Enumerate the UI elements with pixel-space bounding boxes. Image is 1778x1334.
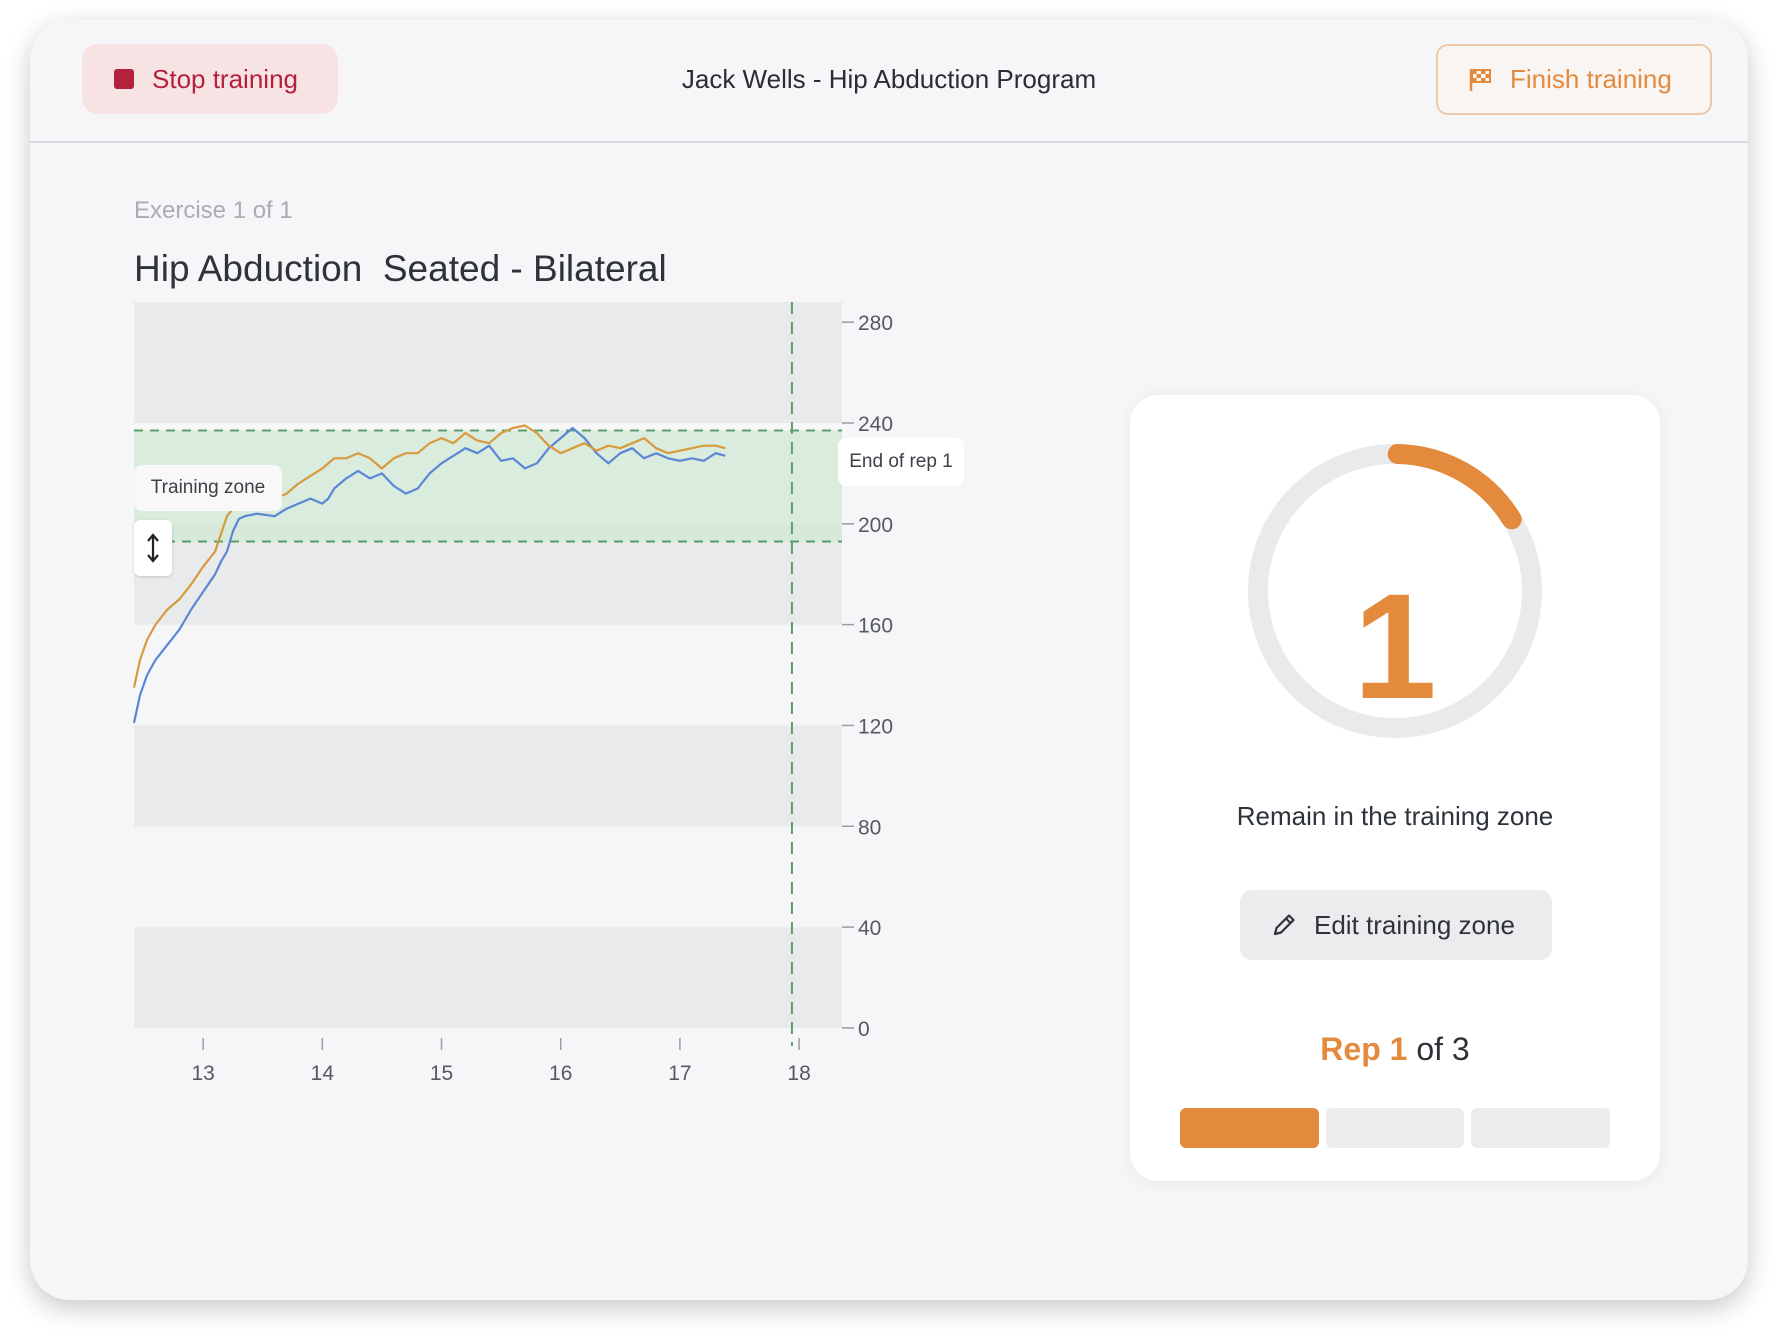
series-line-blue <box>132 426 726 724</box>
x-tick-label-16: 16 <box>549 1062 572 1085</box>
force-chart: 0 40 80 120 160 200 240 280 13 14 15 16 17 18 <box>132 302 893 1085</box>
rep-progress-ring: 1 <box>1247 443 1543 739</box>
page-title: Jack Wells - Hip Abduction Program <box>681 64 1097 94</box>
series-line-orange <box>132 424 726 688</box>
x-tick-label-13: 13 <box>191 1062 214 1085</box>
rep-word: Rep <box>1320 1031 1381 1067</box>
vertical-arrows-icon <box>147 533 159 563</box>
rep-segment-3 <box>1471 1108 1611 1148</box>
y-tick-label-40: 40 <box>858 917 881 940</box>
instruction-text: Remain in the training zone <box>1236 801 1554 831</box>
x-tick-label-18: 18 <box>787 1062 810 1085</box>
stop-training-label: Stop training <box>152 63 298 94</box>
rep-total: 3 <box>1451 1031 1470 1067</box>
top-bar: Stop training Jack Wells - Hip Abduction… <box>30 20 1748 143</box>
finish-training-button[interactable]: Finish training <box>1436 44 1712 115</box>
stop-training-button[interactable]: Stop training <box>82 44 338 114</box>
chart-band-top <box>134 302 842 323</box>
finish-flag-icon <box>1469 68 1491 91</box>
pencil-icon <box>1273 914 1295 936</box>
zone-resize-handle[interactable] <box>134 520 172 576</box>
rep-of: of <box>1416 1031 1444 1067</box>
rep-progress-bars <box>1180 1108 1611 1148</box>
x-tick-label-15: 15 <box>430 1062 453 1085</box>
current-rep-number: 1 <box>1353 562 1437 730</box>
exercise-count: Exercise 1 of 1 <box>134 197 293 224</box>
exercise-name: Hip Abduction Seated - Bilateral <box>134 248 667 289</box>
rep-current: 1 <box>1389 1031 1408 1067</box>
y-tick-label-200: 200 <box>858 514 893 537</box>
chart-band-80 <box>134 725 842 827</box>
progress-ring-svg <box>1248 444 1542 738</box>
y-tick-label-160: 160 <box>858 615 893 638</box>
y-tick-label-240: 240 <box>858 413 893 436</box>
finish-training-label: Finish training <box>1510 64 1672 94</box>
edit-training-zone-button[interactable]: Edit training zone <box>1240 890 1552 960</box>
x-tick-label-14: 14 <box>311 1062 335 1085</box>
edit-training-zone-label: Edit training zone <box>1314 909 1515 940</box>
training-window: Stop training Jack Wells - Hip Abduction… <box>30 20 1748 1300</box>
y-tick-label-80: 80 <box>858 816 881 839</box>
end-of-rep-label: End of rep 1 <box>838 438 964 486</box>
x-tick-label-17: 17 <box>668 1062 691 1085</box>
chart-band-240 <box>134 322 842 423</box>
rep-panel: 1 Remain in the training zone Edit train… <box>1130 395 1660 1181</box>
rep-segment-2 <box>1325 1108 1465 1148</box>
training-zone-label: Training zone <box>134 465 282 511</box>
y-tick-label-0: 0 <box>858 1018 870 1041</box>
y-tick-label-120: 120 <box>858 715 893 738</box>
stop-icon <box>114 69 134 89</box>
chart-band-0 <box>134 927 842 1028</box>
rep-counter: Rep 1 of 3 <box>1130 1031 1660 1068</box>
y-tick-label-280: 280 <box>858 312 893 335</box>
rep-segment-1 <box>1180 1108 1319 1148</box>
